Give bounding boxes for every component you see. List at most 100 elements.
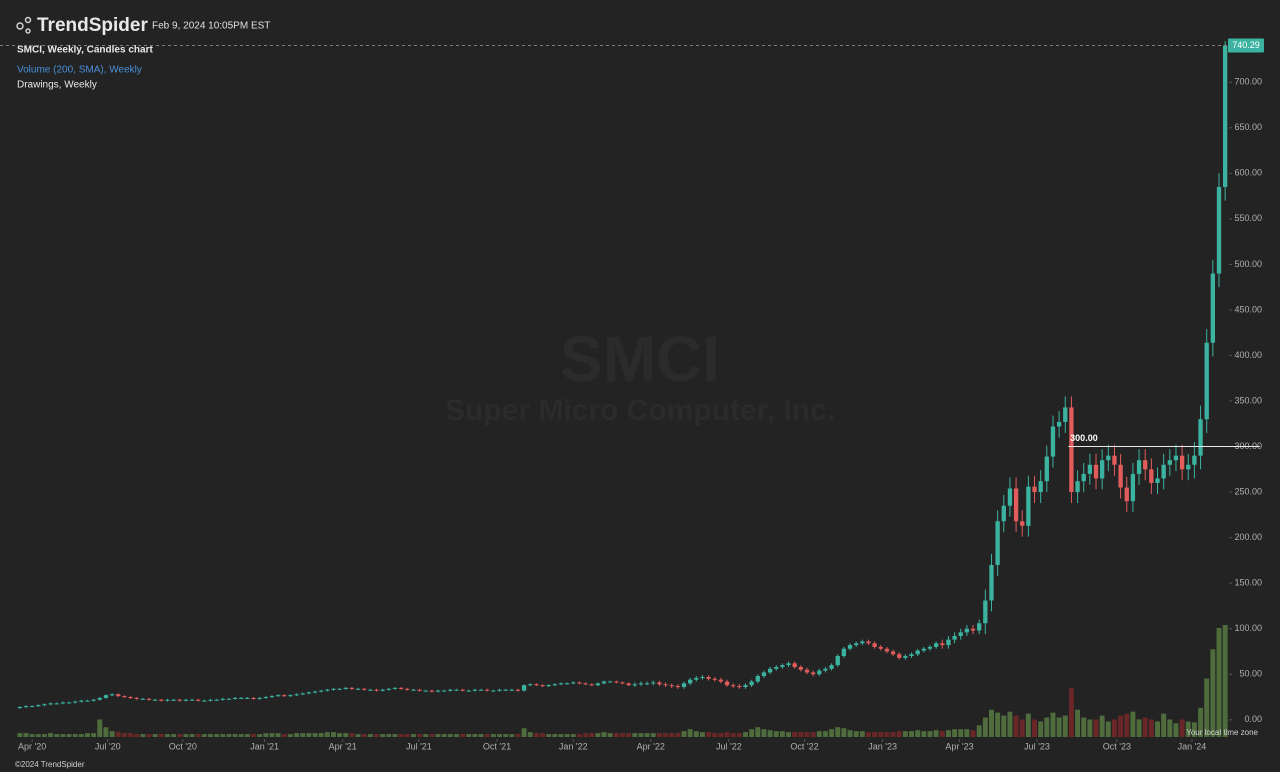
candle-body [583,683,588,685]
candle-body [952,635,957,640]
volume-bar [792,732,798,737]
candle-body [749,681,754,686]
candle-body [970,628,976,631]
candle-body [909,654,914,657]
candle-body [1186,464,1191,470]
volume-bar [952,729,958,737]
y-tick-label: 450.00 [1234,304,1262,314]
volume-bar [607,733,613,737]
volume-bar [232,734,238,737]
candle-body [940,643,945,646]
legend-item[interactable]: Drawings, Weekly [17,80,97,91]
candle-body [1020,521,1025,526]
volume-bar [324,732,330,737]
legend-item[interactable]: Volume (200, SMA), Weekly [17,65,142,76]
candle-body [48,703,53,705]
candle-body [767,668,773,673]
volume-bar [564,734,570,737]
volume-bar [736,733,742,737]
candle-body [460,689,465,691]
y-tick-label: 400.00 [1234,350,1262,360]
x-tick-label: Jan '22 [559,741,588,751]
candle-body [325,689,330,691]
volume-bar [1032,719,1037,737]
volume-bar [78,734,84,737]
candle-body [933,643,939,647]
candle-body [202,700,207,702]
candle-body [331,688,336,690]
volume-bar [798,732,804,737]
candle-body [903,656,908,658]
timezone-note: Your local time zone [1186,728,1258,737]
y-tick-label: 500.00 [1234,259,1262,269]
candle-body [232,697,238,699]
volume-bar [398,734,404,737]
candle-body [503,689,508,691]
volume-bar [533,733,539,737]
volume-bar [269,733,275,737]
volume-bar [1019,719,1025,737]
volume-bar [945,730,951,737]
volume-bar [896,731,902,737]
volume-bar [97,719,103,737]
volume-bar [189,734,195,737]
volume-bar [226,734,232,737]
volume-bar [779,731,785,737]
volume-bar [441,734,447,737]
candle-body [1216,186,1222,274]
volume-bar [244,734,250,737]
candle-body [134,697,139,699]
candle-body [1007,488,1013,506]
candle-body [466,690,471,692]
candle-body [540,685,545,687]
candle-body [761,672,767,677]
watermark-name: Super Micro Computer, Inc. [445,394,835,427]
candle-body [448,689,453,691]
candle-body [1198,419,1203,456]
candle-body [528,684,533,686]
volume-bar [576,734,582,737]
volume-bar [472,734,478,737]
volume-bar [1185,721,1191,737]
candle-body [977,623,982,631]
volume-bar [1222,625,1228,737]
volume-bar [915,730,921,737]
candle-body [626,683,631,686]
y-tick-label: 350.00 [1234,395,1262,405]
candle-body [36,705,41,707]
volume-bar [367,734,373,737]
candle-body [1044,456,1049,482]
candle-body [608,681,613,683]
candle-body [42,704,47,706]
volume-bar [109,731,115,737]
x-tick-label: Apr '20 [18,741,46,751]
volume-bar [1155,721,1160,737]
volume-bar [454,734,459,737]
volume-bar [1210,649,1216,737]
volume-bar [257,734,263,737]
volume-bar [85,733,90,737]
volume-bar [1044,717,1050,737]
candle-body [1050,426,1056,457]
x-tick-label: Jan '23 [868,741,897,751]
volume-bar [478,734,484,737]
candle-body [884,648,890,652]
y-tick-label: 0.00 [1244,714,1262,724]
volume-bar [380,734,386,737]
volume-bar [1062,715,1068,737]
volume-bar [195,734,201,737]
volume-layer [17,625,1228,737]
volume-bar [497,734,502,737]
volume-bar [1099,715,1105,737]
timestamp: Feb 9, 2024 10:05PM EST [152,21,270,32]
volume-bar [970,730,976,737]
volume-bar [939,731,945,737]
candle-body [239,697,244,699]
volume-bar [1130,711,1136,737]
last-price-label: 740.29 [1232,40,1260,50]
volume-bar [275,733,281,737]
volume-bar [1056,717,1062,737]
y-tick-label: 600.00 [1234,168,1262,178]
volume-bar [1179,719,1185,737]
